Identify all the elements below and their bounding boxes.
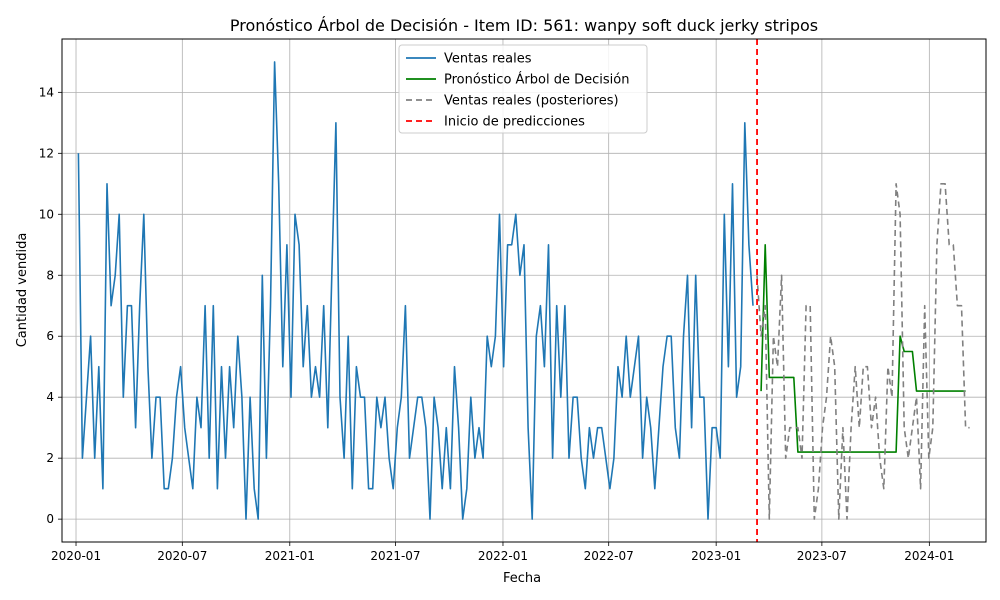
- y-tick-label: 4: [46, 390, 54, 404]
- x-tick-label: 2024-01: [904, 549, 954, 563]
- legend-label: Pronóstico Árbol de Decisión: [444, 72, 629, 88]
- axes-frame: [61, 38, 987, 543]
- y-tick-label: 10: [39, 207, 54, 221]
- y-tick-label: 6: [46, 329, 54, 343]
- x-axis-label: Fecha: [503, 571, 541, 586]
- chart-title: Pronóstico Árbol de Decisión - Item ID: …: [230, 16, 818, 35]
- legend-frame: [398, 44, 648, 134]
- legend-label: Ventas reales (posteriores): [444, 94, 619, 109]
- x-tick-label: 2021-07: [370, 549, 420, 563]
- x-axis-ticks: 2020-01 2020-07 2021-01 2021-07 2022-01 2022-…: [51, 542, 954, 563]
- x-tick-label: 2022-07: [584, 549, 634, 563]
- x-tick-label: 2021-01: [265, 549, 315, 563]
- x-tick-label: 2023-07: [797, 549, 847, 563]
- y-tick-label: 8: [46, 268, 54, 282]
- legend-label: Inicio de predicciones: [444, 115, 585, 130]
- legend: Ventas reales Pronóstico Árbol de Decisió…: [398, 44, 648, 134]
- x-tick-label: 2022-01: [478, 549, 528, 563]
- y-tick-label: 2: [46, 451, 54, 465]
- y-tick-label: 14: [39, 85, 54, 99]
- y-tick-label: 0: [46, 512, 54, 526]
- y-axis-ticks: 0 2 4 6 8 10 12 14: [39, 85, 62, 526]
- x-tick-label: 2023-01: [691, 549, 741, 563]
- y-axis-label: Cantidad vendida: [15, 233, 30, 348]
- legend-label: Ventas reales: [444, 52, 532, 67]
- series-line-2: [760, 244, 966, 453]
- series-line-1: [77, 61, 754, 520]
- x-tick-label: 2020-01: [51, 549, 101, 563]
- x-tick-label: 2020-07: [157, 549, 207, 563]
- plot-area: [77, 39, 970, 542]
- y-tick-label: 12: [39, 146, 54, 160]
